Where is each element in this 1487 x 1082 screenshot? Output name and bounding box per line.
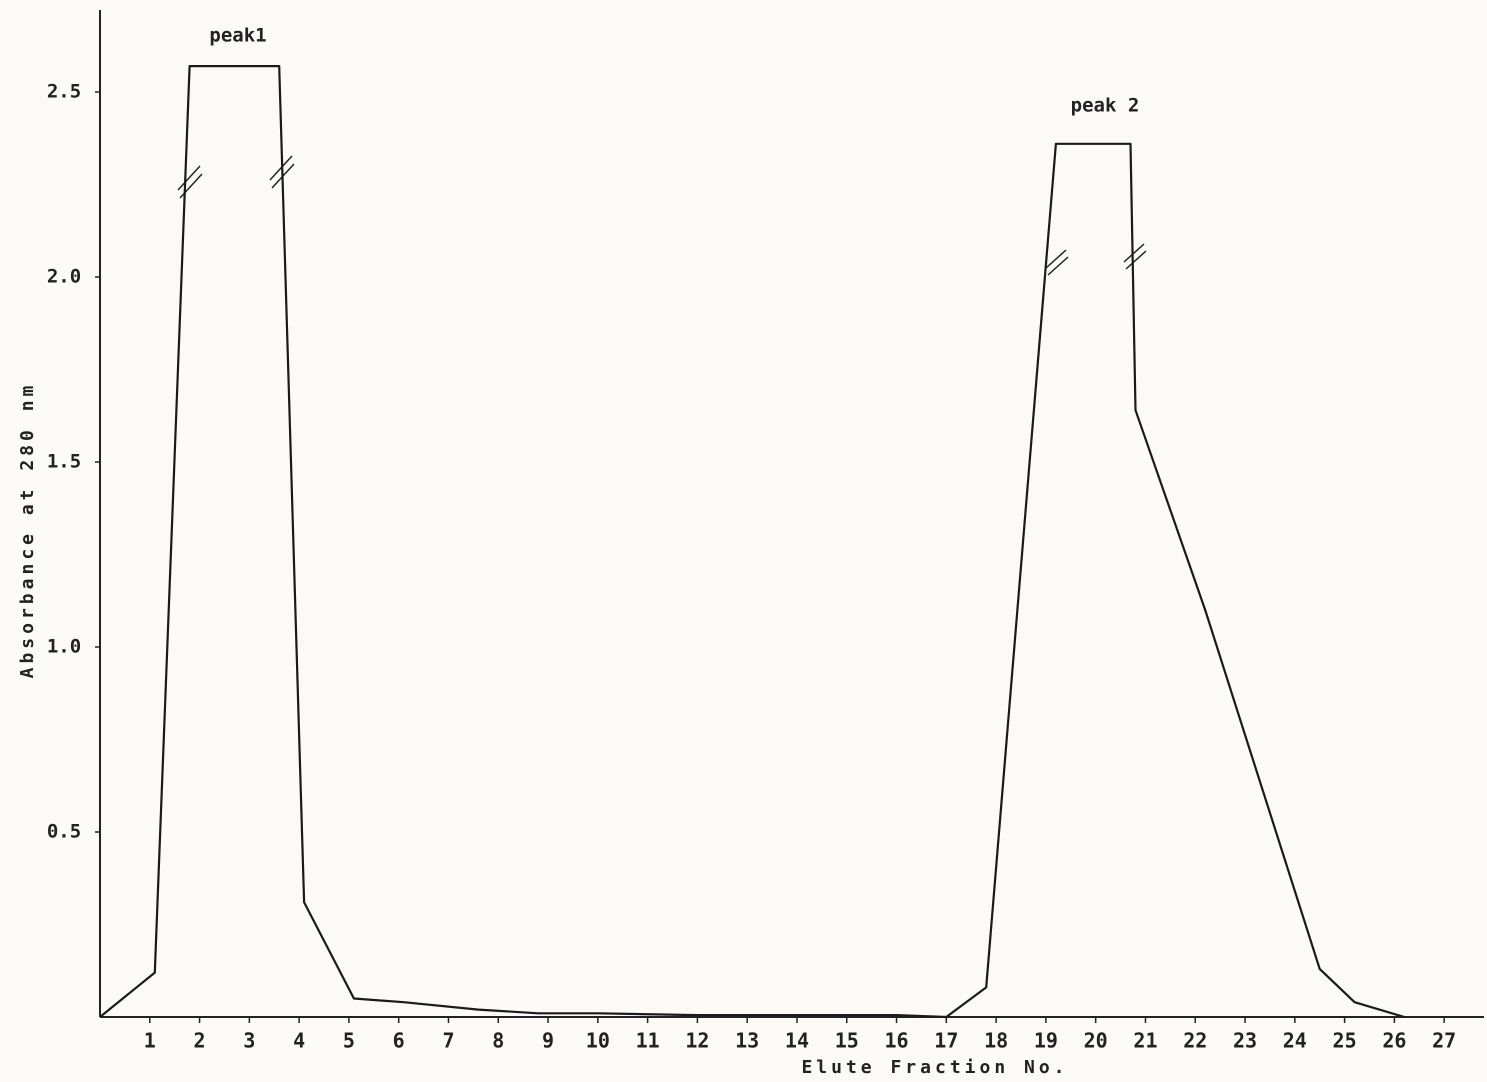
y-tick-label: 2.0 (47, 266, 81, 288)
annotation: peak 2 (1071, 95, 1140, 117)
x-tick-label: 4 (293, 1029, 305, 1053)
x-tick-label: 3 (243, 1029, 255, 1053)
x-tick-label: 12 (685, 1029, 709, 1053)
x-tick-label: 14 (785, 1029, 809, 1053)
page: Elute Fraction No. Absorbance at 280 nm … (0, 0, 1487, 1082)
x-tick-label: 26 (1382, 1029, 1406, 1053)
y-tick-label: 1.0 (47, 636, 81, 658)
x-tick-label: 5 (343, 1029, 355, 1053)
x-tick-label: 23 (1233, 1029, 1257, 1053)
x-tick-label: 1 (144, 1029, 156, 1053)
x-tick-label: 13 (735, 1029, 759, 1053)
y-tick-label: 1.5 (47, 451, 81, 473)
chart: Elute Fraction No. Absorbance at 280 nm … (0, 0, 1487, 1082)
axis-break-marks (178, 156, 1146, 275)
x-tick-label: 20 (1084, 1029, 1108, 1053)
x-tick-label: 18 (984, 1029, 1008, 1053)
y-tick-label: 0.5 (47, 821, 81, 843)
x-tick-label: 8 (492, 1029, 504, 1053)
x-tick-label: 10 (586, 1029, 610, 1053)
x-tick-label: 11 (636, 1029, 660, 1053)
x-tick-label: 7 (442, 1029, 454, 1053)
y-tick-label: 2.5 (47, 81, 81, 103)
x-tick-label: 17 (934, 1029, 958, 1053)
x-tick-label: 21 (1133, 1029, 1157, 1053)
x-tick-label: 16 (884, 1029, 908, 1053)
x-tick-label: 6 (393, 1029, 405, 1053)
x-tick-label: 9 (542, 1029, 554, 1053)
x-tick-label: 25 (1333, 1029, 1357, 1053)
x-tick-label: 19 (1034, 1029, 1058, 1053)
annotation: peak1 (209, 25, 266, 47)
x-tick-label: 2 (194, 1029, 206, 1053)
x-axis-title: Elute Fraction No. (801, 1057, 1068, 1078)
x-tick-label: 24 (1283, 1029, 1307, 1053)
y-axis-title: Absorbance at 280 nm (17, 382, 38, 679)
x-tick-label: 27 (1432, 1029, 1456, 1053)
data-line (100, 66, 1404, 1017)
x-tick-label: 15 (835, 1029, 859, 1053)
x-tick-label: 22 (1183, 1029, 1207, 1053)
